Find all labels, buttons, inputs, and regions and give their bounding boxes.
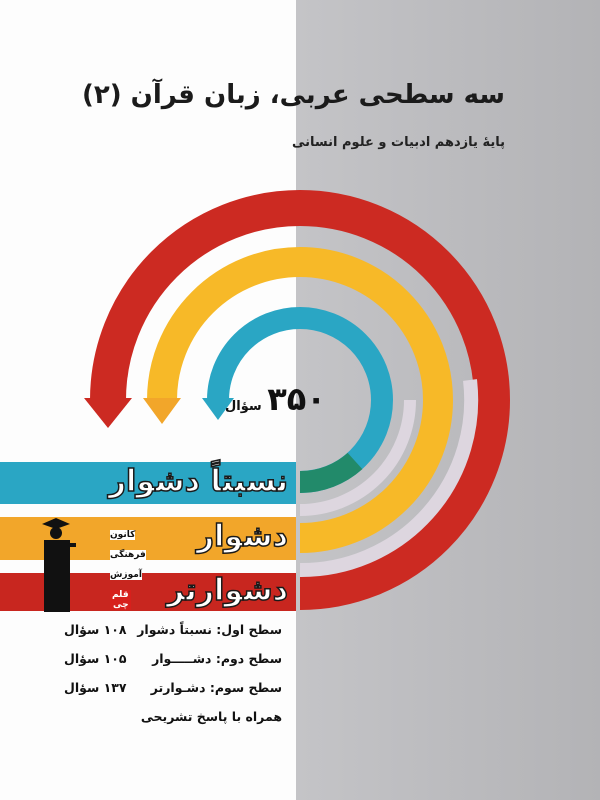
- book-title: سه سطحی عربی، زبان قرآن (۲): [81, 80, 505, 110]
- band-relatively-hard: نسبتاً دشوار: [0, 462, 296, 504]
- level-row: سطح دوم: دشـــــوار ۱۰۵ سؤال: [64, 651, 282, 666]
- question-count: ۳۵۰ سؤال: [225, 380, 326, 418]
- lilac-arc-inner: [299, 399, 416, 516]
- publisher-logo: کانون فرهنگی آموزش قلم چی: [36, 516, 146, 612]
- level-row: سطح اول: نسبتاً دشوار ۱۰۸ سؤال: [64, 622, 282, 637]
- teal-arrow-icon: [202, 398, 234, 420]
- yellow-arc: [147, 247, 453, 553]
- count-unit: سؤال: [225, 399, 262, 414]
- band-label: نسبتاً دشوار: [108, 463, 289, 500]
- band-label: دشوار: [196, 518, 289, 555]
- book-subtitle: پایهٔ یازدهم ادبیات و علوم انسانی: [292, 135, 505, 150]
- level-row: سطح سوم: دشـوارتر ۱۳۷ سؤال: [64, 680, 282, 695]
- lilac-arc-outer: [299, 379, 479, 578]
- yellow-arrow-icon: [143, 398, 181, 424]
- band-label: دشوارتر: [166, 572, 289, 609]
- red-arrow-icon: [84, 398, 132, 428]
- red-arc: [90, 190, 510, 610]
- level-list: سطح اول: نسبتاً دشوار ۱۰۸ سؤال سطح دوم: …: [0, 622, 290, 738]
- graduate-figure-icon: [42, 518, 76, 612]
- count-number: ۳۵۰: [267, 380, 326, 418]
- answers-note: همراه با پاسخ تشریحی: [140, 709, 282, 724]
- green-arc: [299, 452, 363, 494]
